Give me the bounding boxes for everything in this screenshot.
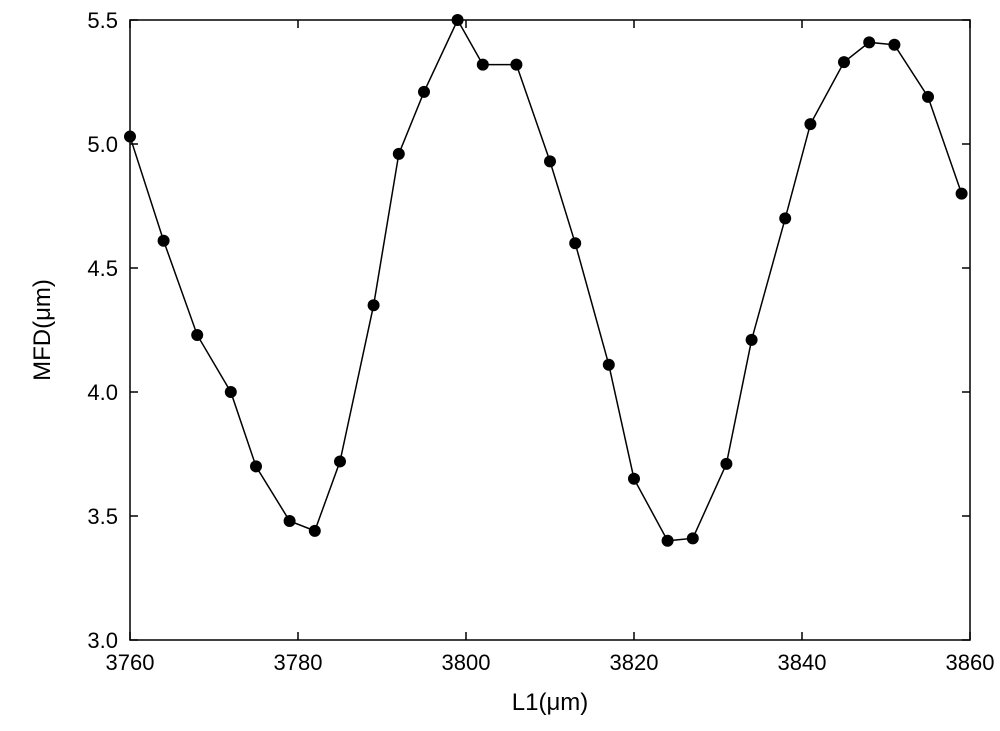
data-marker xyxy=(334,455,346,467)
y-tick-label: 5.0 xyxy=(87,132,118,157)
data-marker xyxy=(368,299,380,311)
data-marker xyxy=(544,155,556,167)
data-marker xyxy=(309,525,321,537)
data-marker xyxy=(746,334,758,346)
data-marker xyxy=(720,458,732,470)
x-tick-label: 3780 xyxy=(274,650,323,675)
data-marker xyxy=(158,235,170,247)
data-marker xyxy=(191,329,203,341)
data-marker xyxy=(124,131,136,143)
data-marker xyxy=(779,212,791,224)
data-marker xyxy=(569,237,581,249)
data-marker xyxy=(687,532,699,544)
y-tick-label: 3.0 xyxy=(87,628,118,653)
data-marker xyxy=(477,59,489,71)
y-tick-label: 5.5 xyxy=(87,8,118,33)
x-axis-label: L1(μm) xyxy=(512,689,589,716)
data-marker xyxy=(662,535,674,547)
y-axis-label: MFD(μm) xyxy=(29,279,56,381)
chart-container: 3760 3780 3800 3820 3840 3860 3.0 3.5 4.0 4.5 5.0 5… xyxy=(0,0,1000,731)
y-tick-label: 4.0 xyxy=(87,380,118,405)
y-tick-label: 4.5 xyxy=(87,256,118,281)
data-marker xyxy=(225,386,237,398)
data-marker xyxy=(603,359,615,371)
x-tick-label: 3840 xyxy=(778,650,827,675)
line-chart: 3760 3780 3800 3820 3840 3860 3.0 3.5 4.0 4.5 5.0 5… xyxy=(0,0,1000,731)
x-tick-label: 3760 xyxy=(106,650,155,675)
x-tick-label: 3820 xyxy=(610,650,659,675)
data-marker xyxy=(250,460,262,472)
data-marker xyxy=(804,118,816,130)
data-marker xyxy=(510,59,522,71)
x-tick-label: 3800 xyxy=(442,650,491,675)
data-marker xyxy=(284,515,296,527)
data-marker xyxy=(393,148,405,160)
x-tick-label: 3860 xyxy=(946,650,995,675)
data-marker xyxy=(888,39,900,51)
data-marker xyxy=(956,188,968,200)
data-marker xyxy=(863,36,875,48)
y-tick-label: 3.5 xyxy=(87,504,118,529)
data-marker xyxy=(418,86,430,98)
data-marker xyxy=(922,91,934,103)
data-marker xyxy=(452,14,464,26)
data-marker xyxy=(628,473,640,485)
data-marker xyxy=(838,56,850,68)
